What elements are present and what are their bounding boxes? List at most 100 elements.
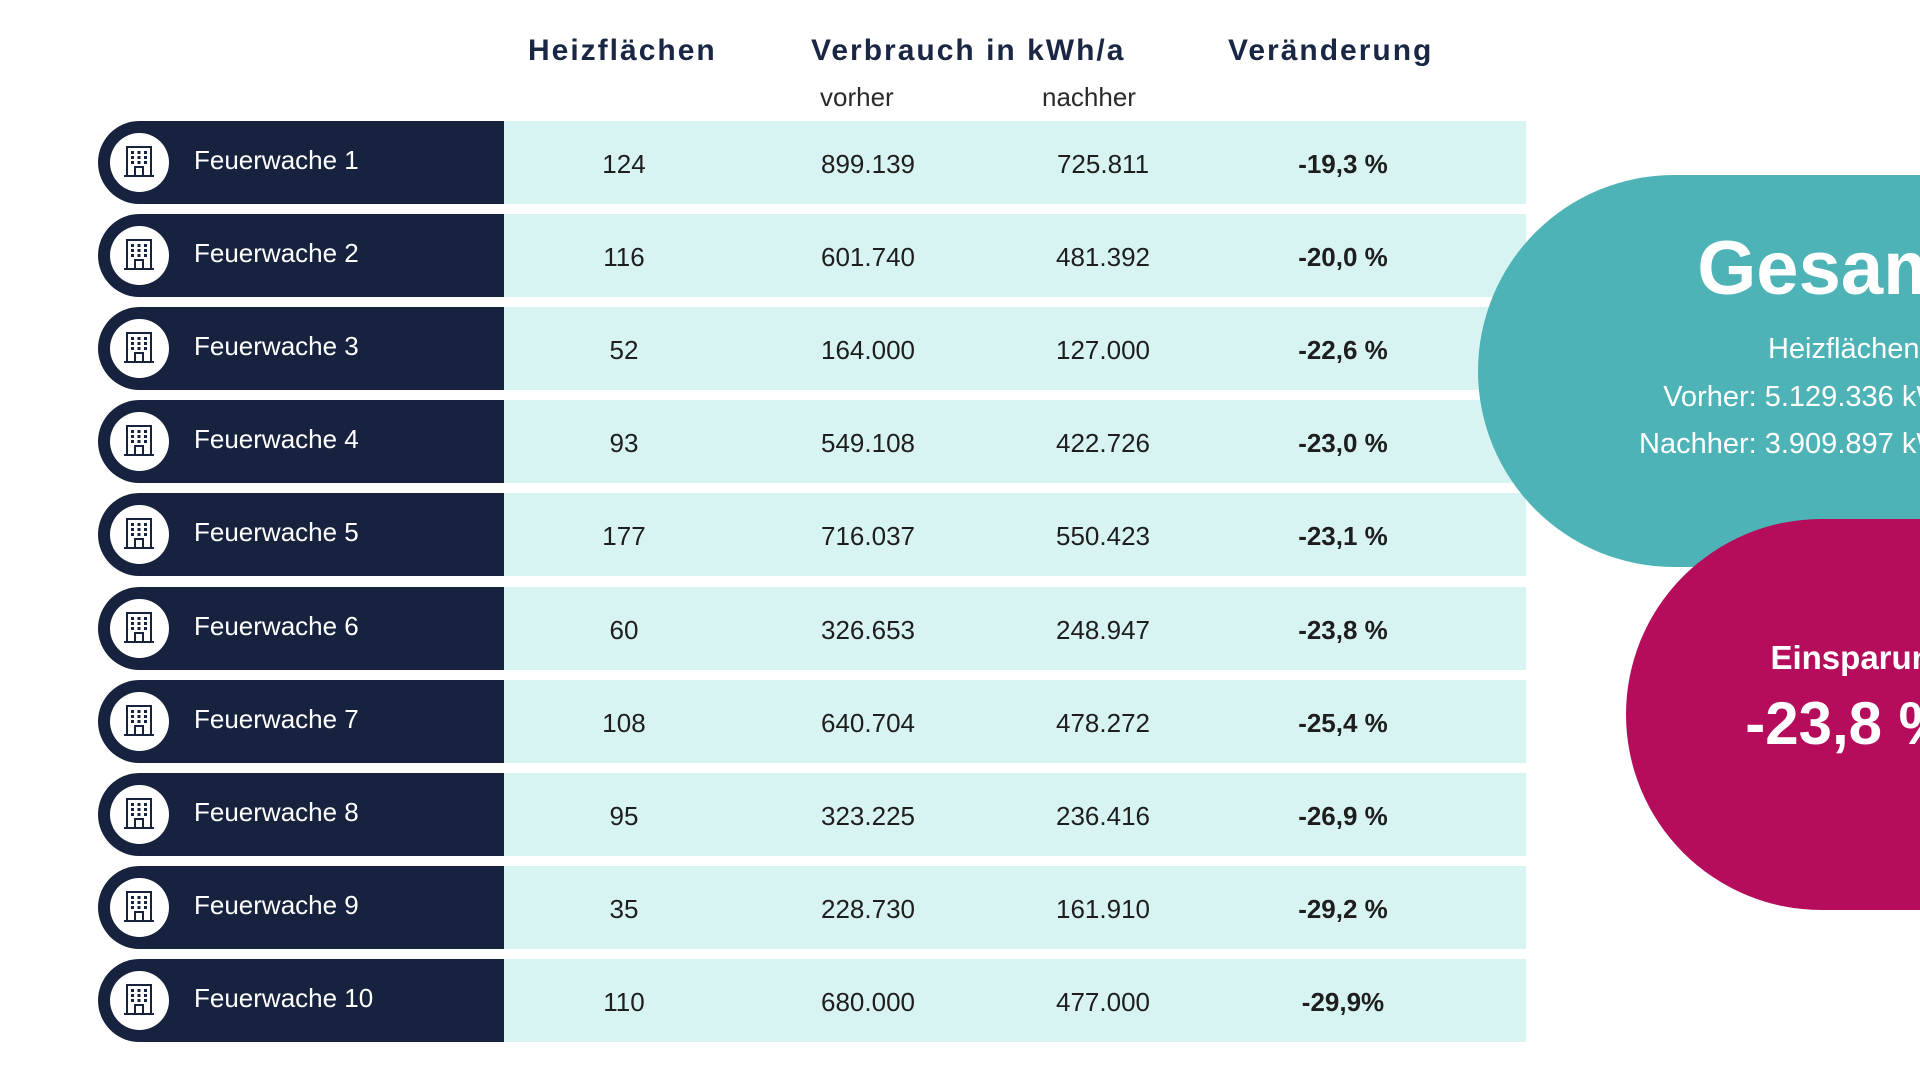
nachher-value: 481.392 — [1056, 242, 1150, 273]
vorher-value: 549.108 — [821, 428, 915, 459]
row-background — [504, 865, 1526, 949]
station-label: Feuerwache 7 — [98, 679, 504, 763]
station-label: Feuerwache 9 — [98, 865, 504, 949]
station-name: Feuerwache 9 — [194, 889, 359, 920]
building-icon — [110, 598, 169, 658]
gesamt-heizflaechen: Heizflächen: 970 — [1767, 333, 1920, 365]
station-label: Feuerwache 1 — [98, 121, 504, 204]
gesamt-nachher: Nachher: 3.909.897 kWh/a — [1639, 428, 1920, 460]
table-row: Feuerwache 8 95 323.225 236.416 -26,9 % — [98, 772, 1526, 856]
station-label: Feuerwache 4 — [98, 400, 504, 484]
gesamt-panel: Gesamt Heizflächen: 970 Vorher: 5.129.33… — [1478, 175, 1920, 567]
vorher-value: 164.000 — [821, 335, 915, 366]
gesamt-vorher: Vorher: 5.129.336 kWh/a — [1663, 381, 1920, 413]
veraenderung-value: -22,6 % — [1298, 335, 1388, 366]
heizflaechen-value: 60 — [609, 614, 639, 645]
heizflaechen-value: 108 — [602, 707, 646, 738]
nachher-value: 725.811 — [1056, 149, 1150, 179]
building-icon — [110, 970, 169, 1030]
heizflaechen-value: 110 — [603, 986, 645, 1017]
station-name: Feuerwache 6 — [194, 610, 359, 641]
row-background — [504, 214, 1526, 298]
heizflaechen-value: 52 — [609, 335, 639, 366]
building-icon — [110, 133, 169, 192]
nachher-value: 422.726 — [1056, 428, 1150, 459]
table-row: Feuerwache 5 177 716.037 550.423 -23,1 % — [98, 493, 1526, 577]
vorher-value: 601.740 — [821, 242, 915, 273]
table-row: Feuerwache 2 116 601.740 481.392 -20,0 % — [98, 214, 1526, 298]
header-heizflaechen: Heizflächen — [528, 34, 717, 67]
veraenderung-value: -26,9 % — [1298, 800, 1388, 831]
gesamt-title: Gesamt — [1697, 226, 1920, 311]
building-icon — [110, 691, 169, 751]
station-name: Feuerwache 1 — [194, 145, 359, 175]
veraenderung-value: -29,2 % — [1298, 893, 1388, 924]
vorher-value: 326.653 — [821, 614, 915, 645]
vorher-value: 323.225 — [821, 800, 915, 831]
nachher-value: 478.272 — [1056, 707, 1150, 738]
heizflaechen-value: 93 — [609, 428, 639, 459]
heizflaechen-value: 177 — [602, 521, 646, 552]
table-row: Feuerwache 10 110 680.000 477.000 -29,9% — [98, 958, 1526, 1042]
nachher-value: 127.000 — [1056, 335, 1150, 366]
row-background — [504, 586, 1526, 670]
einsparung-label: Einsparung — [1770, 639, 1920, 676]
building-icon — [110, 877, 169, 937]
station-label: Feuerwache 5 — [98, 493, 504, 577]
row-background — [504, 958, 1526, 1042]
row-background — [504, 400, 1526, 484]
table-row: Feuerwache 3 52 164.000 127.000 -22,6 % — [98, 307, 1526, 391]
nachher-value: 477.000 — [1056, 986, 1150, 1017]
vorher-value: 680.000 — [821, 986, 915, 1017]
row-background — [504, 772, 1526, 856]
nachher-value: 550.423 — [1056, 521, 1150, 552]
table-row: Feuerwache 7 108 640.704 478.272 -25,4 % — [98, 679, 1526, 763]
table-row: Feuerwache 9 35 228.730 161.910 -29,2 % — [98, 865, 1526, 949]
heizflaechen-value: 124 — [602, 149, 646, 179]
row-background — [504, 679, 1526, 763]
station-label: Feuerwache 6 — [98, 586, 504, 670]
row-background — [504, 493, 1526, 577]
header-veraenderung: Veränderung — [1228, 34, 1434, 67]
vorher-value: 899.139 — [821, 149, 915, 179]
station-name: Feuerwache 8 — [194, 796, 359, 827]
station-name: Feuerwache 4 — [194, 424, 359, 455]
nachher-value: 161.910 — [1056, 893, 1150, 924]
station-label: Feuerwache 10 — [98, 958, 504, 1042]
table-row: Feuerwache 6 60 326.653 248.947 -23,8 % — [98, 586, 1526, 670]
veraenderung-value: -23,1 % — [1298, 521, 1388, 552]
heizflaechen-value: 95 — [609, 800, 639, 831]
station-name: Feuerwache 2 — [194, 238, 359, 269]
heizflaechen-value: 116 — [603, 242, 645, 273]
subheader-nachher: nachher — [1042, 82, 1136, 112]
einsparung-panel: Einsparung -23,8 % — [1626, 519, 1920, 910]
building-icon — [110, 319, 169, 379]
vorher-value: 640.704 — [821, 707, 915, 738]
station-label: Feuerwache 2 — [98, 214, 504, 298]
station-name: Feuerwache 3 — [194, 331, 359, 362]
nachher-value: 248.947 — [1056, 614, 1150, 645]
veraenderung-value: -23,8 % — [1298, 614, 1388, 645]
header-verbrauch: Verbrauch in kWh/a — [811, 34, 1126, 67]
building-icon — [110, 226, 169, 286]
building-icon — [110, 412, 169, 472]
row-background — [504, 121, 1526, 204]
building-icon — [110, 505, 169, 565]
veraenderung-value: -25,4 % — [1298, 707, 1388, 738]
vorher-value: 716.037 — [821, 521, 915, 552]
station-label: Feuerwache 3 — [98, 307, 504, 391]
vorher-value: 228.730 — [821, 893, 915, 924]
veraenderung-value: -23,0 % — [1298, 428, 1388, 459]
table-row: Feuerwache 4 93 549.108 422.726 -23,0 % — [98, 400, 1526, 484]
nachher-value: 236.416 — [1056, 800, 1150, 831]
veraenderung-value: -20,0 % — [1298, 242, 1388, 273]
subheader-vorher: vorher — [820, 82, 894, 112]
veraenderung-value: -19,3 % — [1298, 149, 1388, 179]
veraenderung-value: -29,9% — [1301, 986, 1385, 1017]
station-name: Feuerwache 10 — [194, 982, 374, 1013]
station-name: Feuerwache 7 — [194, 703, 359, 734]
table-row: Feuerwache 1 124 899.139 725.811 -19,3 % — [98, 121, 1526, 204]
einsparung-value: -23,8 % — [1745, 690, 1920, 757]
station-name: Feuerwache 5 — [194, 517, 359, 548]
row-background — [504, 307, 1526, 391]
